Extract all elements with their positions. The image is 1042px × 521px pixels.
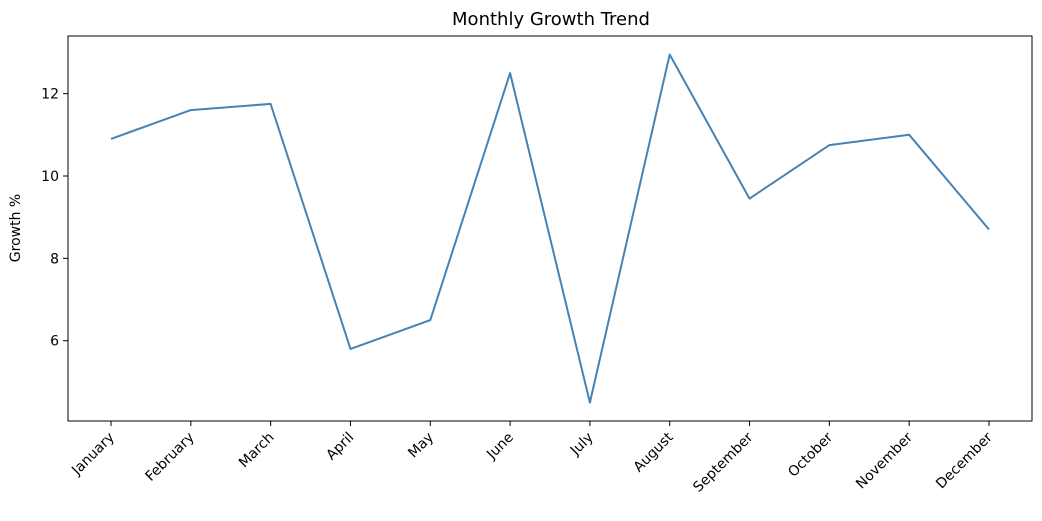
x-tick-label-5: June bbox=[483, 430, 517, 464]
x-tick-label-3: April bbox=[323, 430, 357, 464]
y-tick-label-0: 6 bbox=[50, 334, 59, 350]
y-axis-label: Growth % bbox=[8, 194, 24, 262]
chart-title: Monthly Growth Trend bbox=[452, 9, 650, 30]
y-tick-label-1: 8 bbox=[50, 251, 59, 267]
x-tick-label-0: January bbox=[68, 430, 118, 480]
y-tick-label-3: 12 bbox=[41, 87, 59, 103]
y-tick-label-2: 10 bbox=[41, 169, 59, 185]
series-line-0 bbox=[110, 53, 990, 404]
x-tick-label-4: May bbox=[405, 430, 437, 462]
axes-frame bbox=[67, 35, 1033, 422]
x-tick-label-7: August bbox=[631, 429, 677, 475]
x-tick-label-10: November bbox=[853, 429, 916, 492]
x-tick-label-1: February bbox=[142, 430, 197, 485]
plot-area: 6 8 10 12 January February March April May June Ju… bbox=[41, 35, 1033, 496]
x-tick-label-8: September bbox=[690, 429, 756, 495]
x-tick-label-9: October bbox=[785, 429, 836, 480]
x-tick-label-11: December bbox=[933, 429, 996, 492]
x-tick-label-2: March bbox=[236, 430, 277, 471]
x-tick-label-6: July bbox=[567, 430, 597, 460]
